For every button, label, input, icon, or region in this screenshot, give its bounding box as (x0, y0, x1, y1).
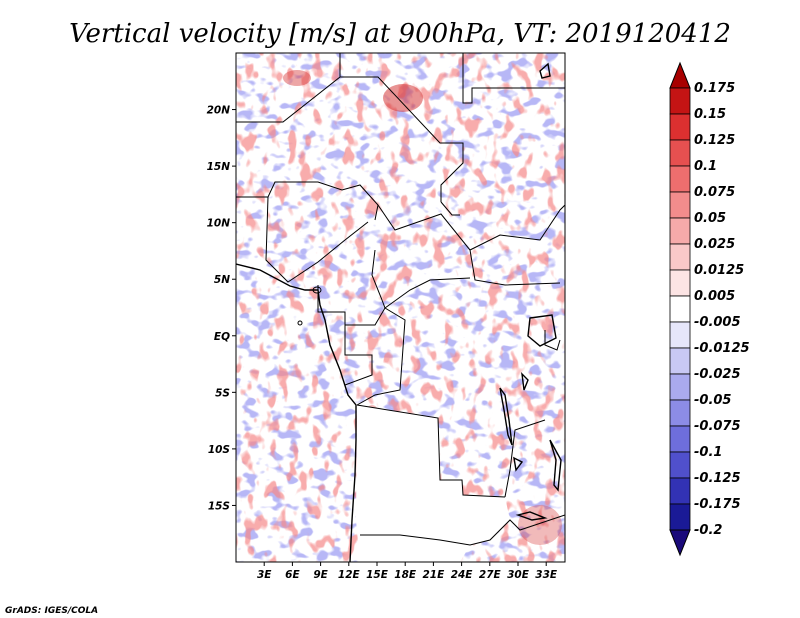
colorbar-level-label: 0.15 (694, 107, 726, 122)
colorbar-level-label: 0.05 (694, 211, 726, 226)
grads-credit: GrADS: IGES/COLA (5, 606, 98, 616)
lon-tick-label: 30E (507, 569, 530, 581)
lat-tick-label: 15N (207, 161, 231, 173)
lon-tick-label: 21E (423, 569, 446, 581)
lon-tick-label: 15E (366, 569, 389, 581)
border-line (356, 307, 406, 406)
colorbar-upper-arrow (669, 61, 691, 89)
colorbar-level-label: -0.05 (694, 393, 731, 408)
lake-kivu (521, 372, 529, 391)
updraft-patch (518, 505, 562, 545)
colorbar-swatch (669, 165, 691, 193)
updraft-patch (383, 84, 423, 112)
colorbar-lower-arrow (669, 529, 691, 557)
lat-tick-label: 15S (208, 500, 230, 512)
lake-malawi (549, 439, 562, 492)
map-panel (236, 53, 565, 562)
border-line (317, 285, 386, 326)
border-line (544, 330, 561, 351)
colorbar-level-label: -0.1 (694, 445, 722, 460)
colorbar-level-label: -0.075 (694, 419, 741, 434)
lon-tick-label: 9E (313, 569, 328, 581)
colorbar-swatch (669, 451, 691, 479)
lon-tick-label: 33E (535, 569, 558, 581)
border-line (440, 201, 460, 216)
map-frame (235, 52, 566, 563)
colorbar-swatch (669, 347, 691, 375)
colorbar-swatch (669, 139, 691, 167)
lon-tick-label: 24E (451, 569, 474, 581)
colorbar-swatch (669, 87, 691, 115)
colorbar-swatch (669, 321, 691, 349)
atlantic-coastline (236, 263, 357, 562)
lat-tick-label: 20N (207, 105, 231, 117)
border-line (236, 53, 341, 123)
border-line (340, 76, 464, 202)
colorbar-swatch (669, 217, 691, 245)
figure-title: Vertical velocity [m/s] at 900hPa, VT: 2… (69, 19, 731, 49)
colorbar-level-label: 0.005 (694, 289, 735, 304)
lat-tick-label: 5S (215, 387, 230, 399)
colorbar-level-label: 0.125 (694, 133, 735, 148)
lon-tick-label: 12E (338, 569, 361, 581)
colorbar-swatch (669, 425, 691, 453)
border-line (504, 419, 546, 498)
colorbar-level-label: -0.005 (694, 315, 741, 330)
lake-mweru (513, 456, 524, 472)
border-line (265, 196, 369, 283)
border-line (360, 514, 565, 546)
lon-tick-label: 3E (257, 569, 272, 581)
colorbar-swatch (669, 477, 691, 505)
lat-tick-label: 10S (208, 444, 230, 456)
colorbar-level-label: -0.125 (694, 471, 741, 486)
border-line (469, 204, 565, 251)
colorbar: 0.175 0.15 0.125 0.1 0.075 0.05 0.025 0.0125 0.0… (669, 61, 750, 557)
lon-tick-label: 18E (394, 569, 417, 581)
colorbar-level-label: -0.175 (694, 497, 741, 512)
colorbar-level-label: 0.025 (694, 237, 735, 252)
bioko-island (312, 286, 322, 294)
colorbar-level-label: 0.075 (694, 185, 735, 200)
colorbar-swatch (669, 191, 691, 219)
great-lakes (499, 314, 562, 521)
border-line (344, 325, 373, 386)
colorbar-swatch (669, 243, 691, 271)
colorbar-swatch (669, 399, 691, 427)
latitude-axis: 20N 15N 10N 5N EQ 5S 10S 15S (207, 105, 236, 512)
colorbar-swatch (669, 373, 691, 401)
colorbar-level-label: 0.0125 (694, 263, 744, 278)
country-borders (236, 53, 565, 546)
border-line (356, 404, 506, 498)
colorbar-level-label: -0.025 (694, 367, 741, 382)
masked-terrain-area (356, 405, 510, 562)
colorbar-swatch (669, 113, 691, 141)
lake-tanganyika (499, 387, 513, 446)
nile-coast-fragment (539, 62, 551, 79)
colorbar-level-label: -0.2 (694, 523, 722, 538)
lat-tick-label: 10N (207, 218, 231, 230)
longitude-axis: 3E 6E 9E 12E 15E 18E 21E 24E 27E 30E 33E (257, 562, 558, 581)
lon-tick-label: 6E (285, 569, 300, 581)
border-line (236, 181, 379, 221)
lat-tick-label: EQ (214, 331, 230, 343)
border-line (462, 53, 565, 104)
lat-tick-label: 5N (214, 274, 230, 286)
sao-tome-island (297, 320, 303, 326)
colorbar-level-label: 0.175 (694, 81, 735, 96)
colorbar-swatch (669, 503, 691, 531)
colorbar-swatch (669, 295, 691, 323)
lake-kariba (515, 511, 548, 521)
updraft-patch (283, 70, 311, 86)
lon-tick-label: 27E (479, 569, 502, 581)
lake-victoria (527, 314, 557, 347)
colorbar-level-label: 0.1 (694, 159, 717, 174)
colorbar-level-label: -0.0125 (694, 341, 750, 356)
colorbar-swatch (669, 269, 691, 297)
